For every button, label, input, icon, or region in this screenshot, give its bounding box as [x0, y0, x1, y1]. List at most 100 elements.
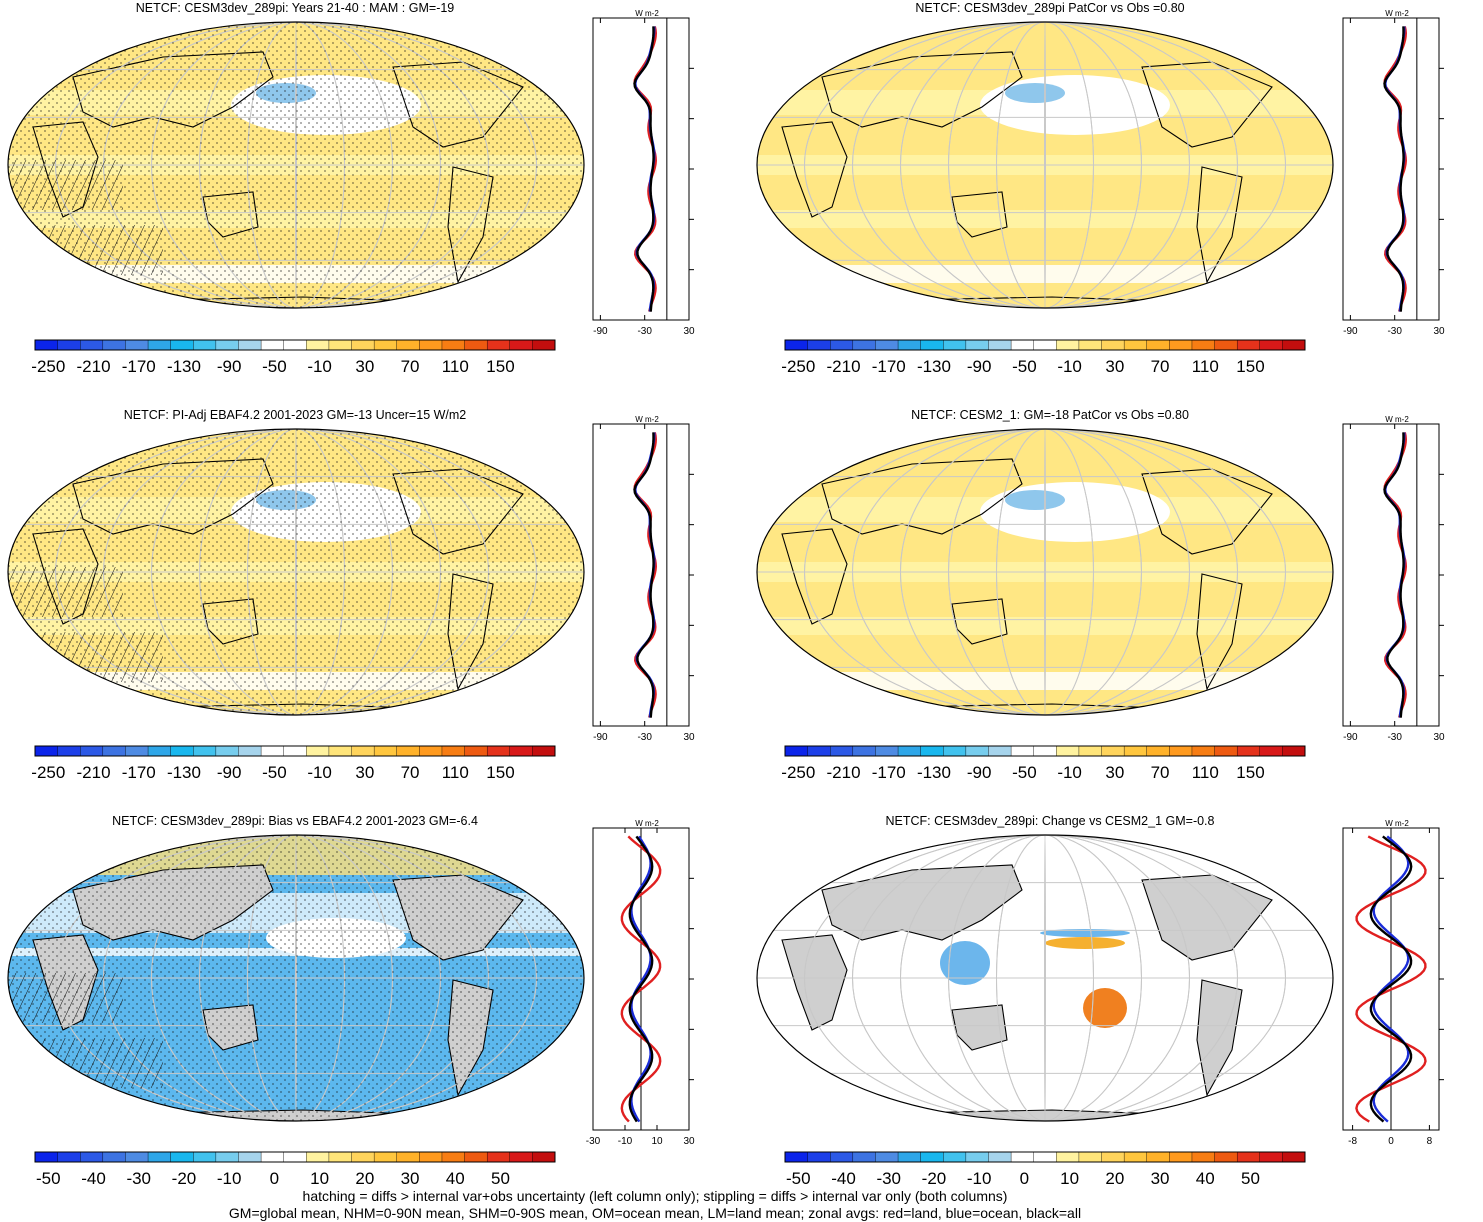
colorbar-swatch [147, 745, 172, 757]
colorbar-swatch [1056, 339, 1080, 351]
graticule-lon [900, 835, 1190, 1121]
zonal-units: W m-2 [1385, 819, 1409, 828]
zonal-mean-plot: W m-2-90-303060N30N030S60S [592, 415, 695, 743]
zonal-mean-plot: W m-2-80860N30N030S60S [1342, 819, 1444, 1147]
colorbar-label: -10 [1057, 357, 1082, 376]
colorbar-swatch [988, 339, 1012, 351]
blue-patch [1005, 83, 1065, 103]
graticule-lon [996, 22, 1094, 308]
zonal-series [1383, 26, 1405, 312]
colorbar-swatch [215, 339, 239, 351]
colorbar-swatch [965, 339, 989, 351]
colorbar-swatch [532, 1151, 556, 1163]
colorbar-label: 30 [1105, 763, 1124, 782]
colorbar-label: -250 [31, 357, 65, 376]
zonal-xtick-label: 30 [1433, 326, 1445, 337]
colorbar-label: -10 [307, 763, 332, 782]
zonal-units: W m-2 [635, 819, 659, 828]
hatching [23, 1038, 163, 1088]
colorbar-label: -130 [917, 763, 951, 782]
colorbar-swatch [260, 745, 285, 757]
north-pacific-patch [980, 75, 1170, 135]
colorbar-swatch [532, 339, 556, 351]
zonal-series [1369, 835, 1413, 1123]
colorbar-swatch [419, 745, 443, 757]
colorbar-swatch [147, 339, 172, 351]
graticule-lon [852, 835, 1238, 1121]
colorbar-swatch [283, 1151, 307, 1163]
colorbar-label: -170 [872, 357, 906, 376]
colorbar-swatch [1078, 339, 1103, 351]
zonal-frame [592, 17, 690, 321]
colorbar-swatch [1146, 1151, 1170, 1163]
colorbar-swatch [1214, 339, 1238, 351]
colorbar-swatch [532, 745, 556, 757]
colorbar-swatch [807, 1151, 831, 1163]
colorbar-label: 30 [1105, 357, 1124, 376]
colorbar-label: 50 [491, 1169, 510, 1188]
panel-title: NETCF: PI-Adj EBAF4.2 2001-2023 GM=-13 U… [123, 408, 467, 422]
colorbar-label: 10 [1060, 1169, 1079, 1188]
zonal-xtick-label: 30 [683, 732, 695, 743]
colorbar-swatch [965, 1151, 989, 1163]
colorbar-swatch [1169, 1151, 1193, 1163]
orange-strip [1045, 937, 1125, 949]
colorbar-label: -50 [786, 1169, 811, 1188]
colorbar-label: 30 [355, 357, 374, 376]
colorbar-swatch [1123, 1151, 1148, 1163]
map-border [756, 834, 1334, 1122]
colorbar-swatch [306, 339, 330, 351]
colorbar-swatch [852, 339, 876, 351]
colorbar-label: -210 [77, 763, 111, 782]
colorbar-frame [784, 339, 1306, 351]
colorbar-swatch [351, 745, 375, 757]
colorbar-swatch [830, 745, 854, 757]
world-map [7, 21, 585, 309]
colorbar-swatch [897, 339, 922, 351]
colorbar-swatch [1236, 339, 1261, 351]
colorbar-swatch [396, 1151, 420, 1163]
zonal-frame [592, 423, 690, 727]
colorbar-label: -130 [167, 357, 201, 376]
continent [781, 528, 848, 625]
zonal-xtick-label: -90 [593, 326, 608, 337]
colorbar-label: 0 [1020, 1169, 1029, 1188]
colorbar-swatch [80, 745, 104, 757]
map-border [756, 428, 1334, 716]
colorbar: -250 -210 -170 -130 -90 -50 -10 30 70 110 150 [781, 339, 1306, 376]
colorbar-label: 110 [442, 357, 469, 376]
colorbar-swatch [102, 1151, 126, 1163]
colorbar-swatch [351, 1151, 375, 1163]
colorbar-label: -50 [1012, 357, 1037, 376]
colorbar-swatch [897, 1151, 922, 1163]
colorbar-swatch [57, 339, 81, 351]
colorbar-swatch [1282, 339, 1306, 351]
colorbar-swatch [441, 745, 466, 757]
colorbar-swatch [509, 339, 533, 351]
colorbar-label: -250 [781, 763, 815, 782]
zonal-xtick-label: -30 [586, 1136, 601, 1147]
colorbar-swatch [125, 339, 149, 351]
zonal-units: W m-2 [635, 415, 659, 424]
colorbar-swatch [373, 745, 398, 757]
panel-title: NETCF: CESM3dev_289pi PatCor vs Obs =0.8… [915, 1, 1185, 15]
zonal-mean-plot: W m-2-90-303060N30N030S60S [592, 9, 695, 337]
colorbar-swatch [920, 339, 944, 351]
continent [781, 121, 848, 218]
world-map [7, 428, 585, 716]
colorbar-swatch [1033, 745, 1057, 757]
world-map [756, 21, 1334, 309]
colorbar-swatch [102, 339, 126, 351]
graticule-lon [1044, 835, 1046, 1121]
graticule-lon [948, 429, 1142, 715]
colorbar-swatch [1169, 339, 1193, 351]
graticule-lon [852, 429, 1238, 715]
zonal-series [1355, 835, 1427, 1123]
continent [781, 934, 848, 1031]
colorbar-swatch [464, 1151, 488, 1163]
colorbar-swatch [419, 339, 443, 351]
continent [811, 296, 1273, 308]
colorbar-swatch [1033, 1151, 1057, 1163]
zonal-series [630, 835, 652, 1123]
graticule-lon [996, 835, 1094, 1121]
